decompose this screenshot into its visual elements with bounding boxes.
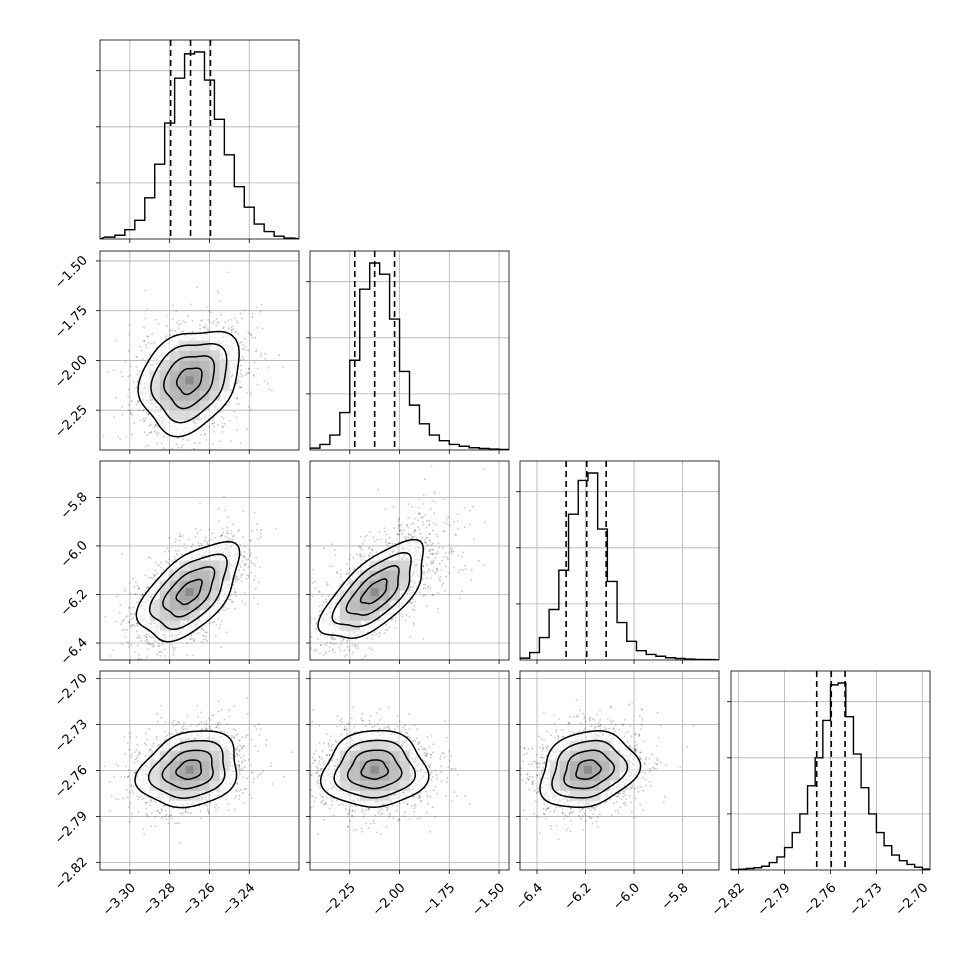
x-tick-label: −2.70 bbox=[893, 880, 932, 919]
grid-lines bbox=[100, 40, 299, 239]
contour-line bbox=[175, 578, 203, 606]
panel-r1-c0 bbox=[96, 250, 300, 454]
grid-lines bbox=[100, 671, 299, 870]
panel-r1-c1 bbox=[306, 250, 510, 454]
contour-line bbox=[150, 342, 228, 424]
contour-line bbox=[345, 565, 400, 616]
axes-frame bbox=[99, 39, 300, 240]
panel-r2-c0 bbox=[96, 460, 300, 664]
panel-r2-c2 bbox=[516, 460, 720, 664]
axes-frame bbox=[99, 460, 300, 661]
x-tick-label: −2.76 bbox=[801, 880, 840, 919]
contour-line bbox=[575, 759, 602, 780]
axes-frame bbox=[309, 250, 510, 451]
contour-line bbox=[163, 355, 216, 410]
contour-line bbox=[175, 759, 203, 780]
contour-line bbox=[333, 739, 417, 799]
panel-r0-c0 bbox=[96, 39, 300, 243]
y-tick-label: −2.79 bbox=[52, 809, 91, 848]
x-tick-label: −2.79 bbox=[755, 880, 794, 919]
y-tick-label: −1.50 bbox=[52, 253, 91, 292]
histogram-step bbox=[310, 262, 509, 450]
contour-line bbox=[551, 739, 629, 799]
y-tick-label: −1.75 bbox=[52, 303, 91, 342]
x-tick-label: −1.50 bbox=[469, 880, 508, 919]
x-tick-label: −6.2 bbox=[562, 880, 595, 913]
contour-line bbox=[175, 367, 203, 396]
y-tick-label: −2.25 bbox=[52, 402, 91, 441]
y-tick-label: −6.0 bbox=[58, 538, 91, 571]
x-tick-label: −1.75 bbox=[420, 880, 459, 919]
y-tick-label: −6.4 bbox=[58, 635, 91, 668]
panel-r3-c0 bbox=[96, 670, 300, 874]
panel-r3-c1 bbox=[306, 670, 510, 874]
x-tick-label: −5.8 bbox=[659, 880, 692, 913]
contour-line bbox=[319, 729, 430, 808]
histogram-step bbox=[100, 51, 299, 239]
x-tick-label: −2.73 bbox=[847, 880, 886, 919]
y-tick-label: −6.2 bbox=[58, 587, 91, 620]
axes-frame bbox=[309, 460, 510, 661]
contour-line bbox=[359, 578, 388, 605]
axes-frame bbox=[99, 250, 300, 451]
y-tick-label: −2.73 bbox=[52, 717, 91, 756]
contour-line bbox=[563, 749, 616, 790]
panel-r3-c2 bbox=[516, 670, 720, 874]
contour-line bbox=[148, 553, 228, 631]
y-tick-label: −5.8 bbox=[58, 490, 91, 523]
contour-line bbox=[147, 739, 226, 799]
x-tick-label: −2.25 bbox=[320, 880, 359, 919]
contour-line bbox=[317, 538, 425, 639]
x-tick-label: −3.28 bbox=[140, 880, 179, 919]
contour-line bbox=[162, 566, 216, 618]
x-tick-label: −2.82 bbox=[709, 880, 748, 919]
y-tick-label: −2.82 bbox=[52, 855, 91, 894]
panel-r2-c1 bbox=[306, 460, 510, 664]
x-tick-label: −3.24 bbox=[220, 880, 259, 919]
contour-line bbox=[161, 749, 214, 790]
x-tick-label: −6.0 bbox=[610, 880, 643, 913]
panel-r3-c3 bbox=[727, 670, 931, 874]
x-tick-label: −2.00 bbox=[370, 880, 409, 919]
x-tick-label: −3.26 bbox=[180, 880, 219, 919]
y-tick-label: −2.70 bbox=[52, 671, 91, 710]
histogram-step bbox=[520, 472, 719, 660]
contour-line bbox=[360, 759, 389, 780]
axes-frame bbox=[519, 460, 720, 661]
contour-line bbox=[539, 730, 642, 809]
contour-line bbox=[331, 551, 412, 628]
y-tick-label: −2.76 bbox=[52, 763, 91, 802]
contour-line bbox=[135, 540, 241, 643]
contour-line bbox=[137, 330, 240, 438]
y-tick-label: −2.00 bbox=[52, 353, 91, 392]
contour-line bbox=[134, 730, 238, 809]
contour-line bbox=[346, 749, 403, 790]
x-tick-label: −3.30 bbox=[100, 880, 139, 919]
grid-lines bbox=[520, 461, 719, 660]
x-tick-label: −6.4 bbox=[513, 880, 546, 913]
